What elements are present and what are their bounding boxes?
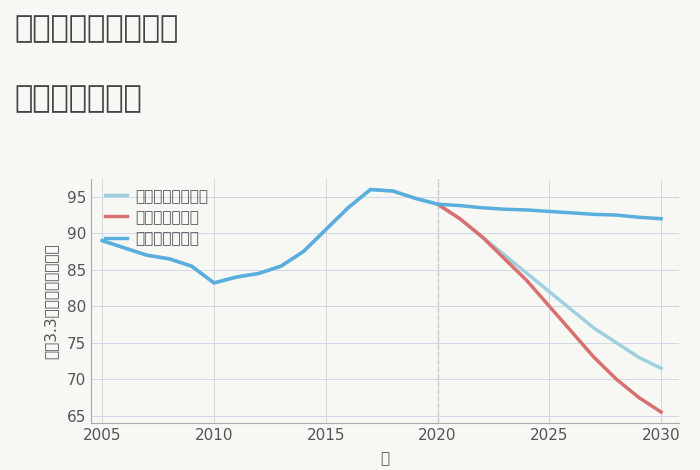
Line: ノーマルシナリオ: ノーマルシナリオ — [102, 189, 661, 368]
ノーマルシナリオ — [120, 245, 129, 251]
バッドシナリオ — [500, 256, 509, 262]
グッドシナリオ — [210, 280, 218, 286]
バッドシナリオ — [590, 354, 598, 360]
バッドシナリオ — [657, 409, 665, 415]
X-axis label: 年: 年 — [380, 451, 390, 466]
グッドシナリオ — [523, 207, 531, 213]
ノーマルシナリオ — [276, 263, 285, 269]
グッドシナリオ — [366, 187, 375, 192]
グッドシナリオ — [232, 274, 241, 280]
グッドシナリオ — [433, 201, 442, 207]
グッドシナリオ — [612, 212, 621, 218]
バッドシナリオ — [612, 376, 621, 382]
グッドシナリオ — [321, 227, 330, 233]
ノーマルシナリオ — [188, 263, 196, 269]
ノーマルシナリオ — [299, 249, 307, 254]
グッドシナリオ — [456, 203, 464, 208]
ノーマルシナリオ — [478, 234, 486, 240]
Legend: ノーマルシナリオ, バッドシナリオ, グッドシナリオ: ノーマルシナリオ, バッドシナリオ, グッドシナリオ — [104, 188, 208, 246]
ノーマルシナリオ — [635, 354, 643, 360]
グッドシナリオ — [344, 205, 352, 211]
ノーマルシナリオ — [523, 271, 531, 276]
ノーマルシナリオ — [545, 289, 554, 295]
ノーマルシナリオ — [657, 366, 665, 371]
ノーマルシナリオ — [165, 256, 174, 262]
グッドシナリオ — [500, 206, 509, 212]
バッドシナリオ — [456, 216, 464, 221]
グッドシナリオ — [276, 263, 285, 269]
グッドシナリオ — [545, 209, 554, 214]
グッドシナリオ — [389, 188, 397, 194]
Line: グッドシナリオ: グッドシナリオ — [102, 189, 661, 283]
グッドシナリオ — [657, 216, 665, 221]
グッドシナリオ — [478, 205, 486, 211]
ノーマルシナリオ — [255, 271, 263, 276]
ノーマルシナリオ — [344, 205, 352, 211]
グッドシナリオ — [635, 214, 643, 220]
ノーマルシナリオ — [411, 196, 419, 201]
ノーマルシナリオ — [210, 280, 218, 286]
バッドシナリオ — [568, 329, 576, 335]
ノーマルシナリオ — [389, 188, 397, 194]
バッドシナリオ — [478, 234, 486, 240]
バッドシナリオ — [545, 304, 554, 309]
グッドシナリオ — [188, 263, 196, 269]
グッドシナリオ — [411, 196, 419, 201]
Line: バッドシナリオ: バッドシナリオ — [438, 204, 661, 412]
グッドシナリオ — [98, 238, 106, 243]
グッドシナリオ — [568, 210, 576, 216]
グッドシナリオ — [255, 271, 263, 276]
ノーマルシナリオ — [366, 187, 375, 192]
ノーマルシナリオ — [456, 216, 464, 221]
グッドシナリオ — [120, 245, 129, 251]
バッドシナリオ — [433, 201, 442, 207]
ノーマルシナリオ — [612, 340, 621, 345]
グッドシナリオ — [143, 252, 151, 258]
バッドシナリオ — [635, 395, 643, 400]
ノーマルシナリオ — [143, 252, 151, 258]
グッドシナリオ — [165, 256, 174, 262]
ノーマルシナリオ — [590, 325, 598, 331]
ノーマルシナリオ — [321, 227, 330, 233]
ノーマルシナリオ — [433, 201, 442, 207]
Text: 土地の価格推移: 土地の価格推移 — [14, 85, 141, 114]
Y-axis label: 坪（3.3㎡）単価（万円）: 坪（3.3㎡）単価（万円） — [43, 243, 58, 359]
Text: 兵庫県西宮市本町の: 兵庫県西宮市本町の — [14, 14, 178, 43]
ノーマルシナリオ — [568, 307, 576, 313]
グッドシナリオ — [299, 249, 307, 254]
バッドシナリオ — [523, 278, 531, 283]
ノーマルシナリオ — [98, 238, 106, 243]
ノーマルシナリオ — [232, 274, 241, 280]
ノーマルシナリオ — [500, 252, 509, 258]
グッドシナリオ — [590, 212, 598, 217]
